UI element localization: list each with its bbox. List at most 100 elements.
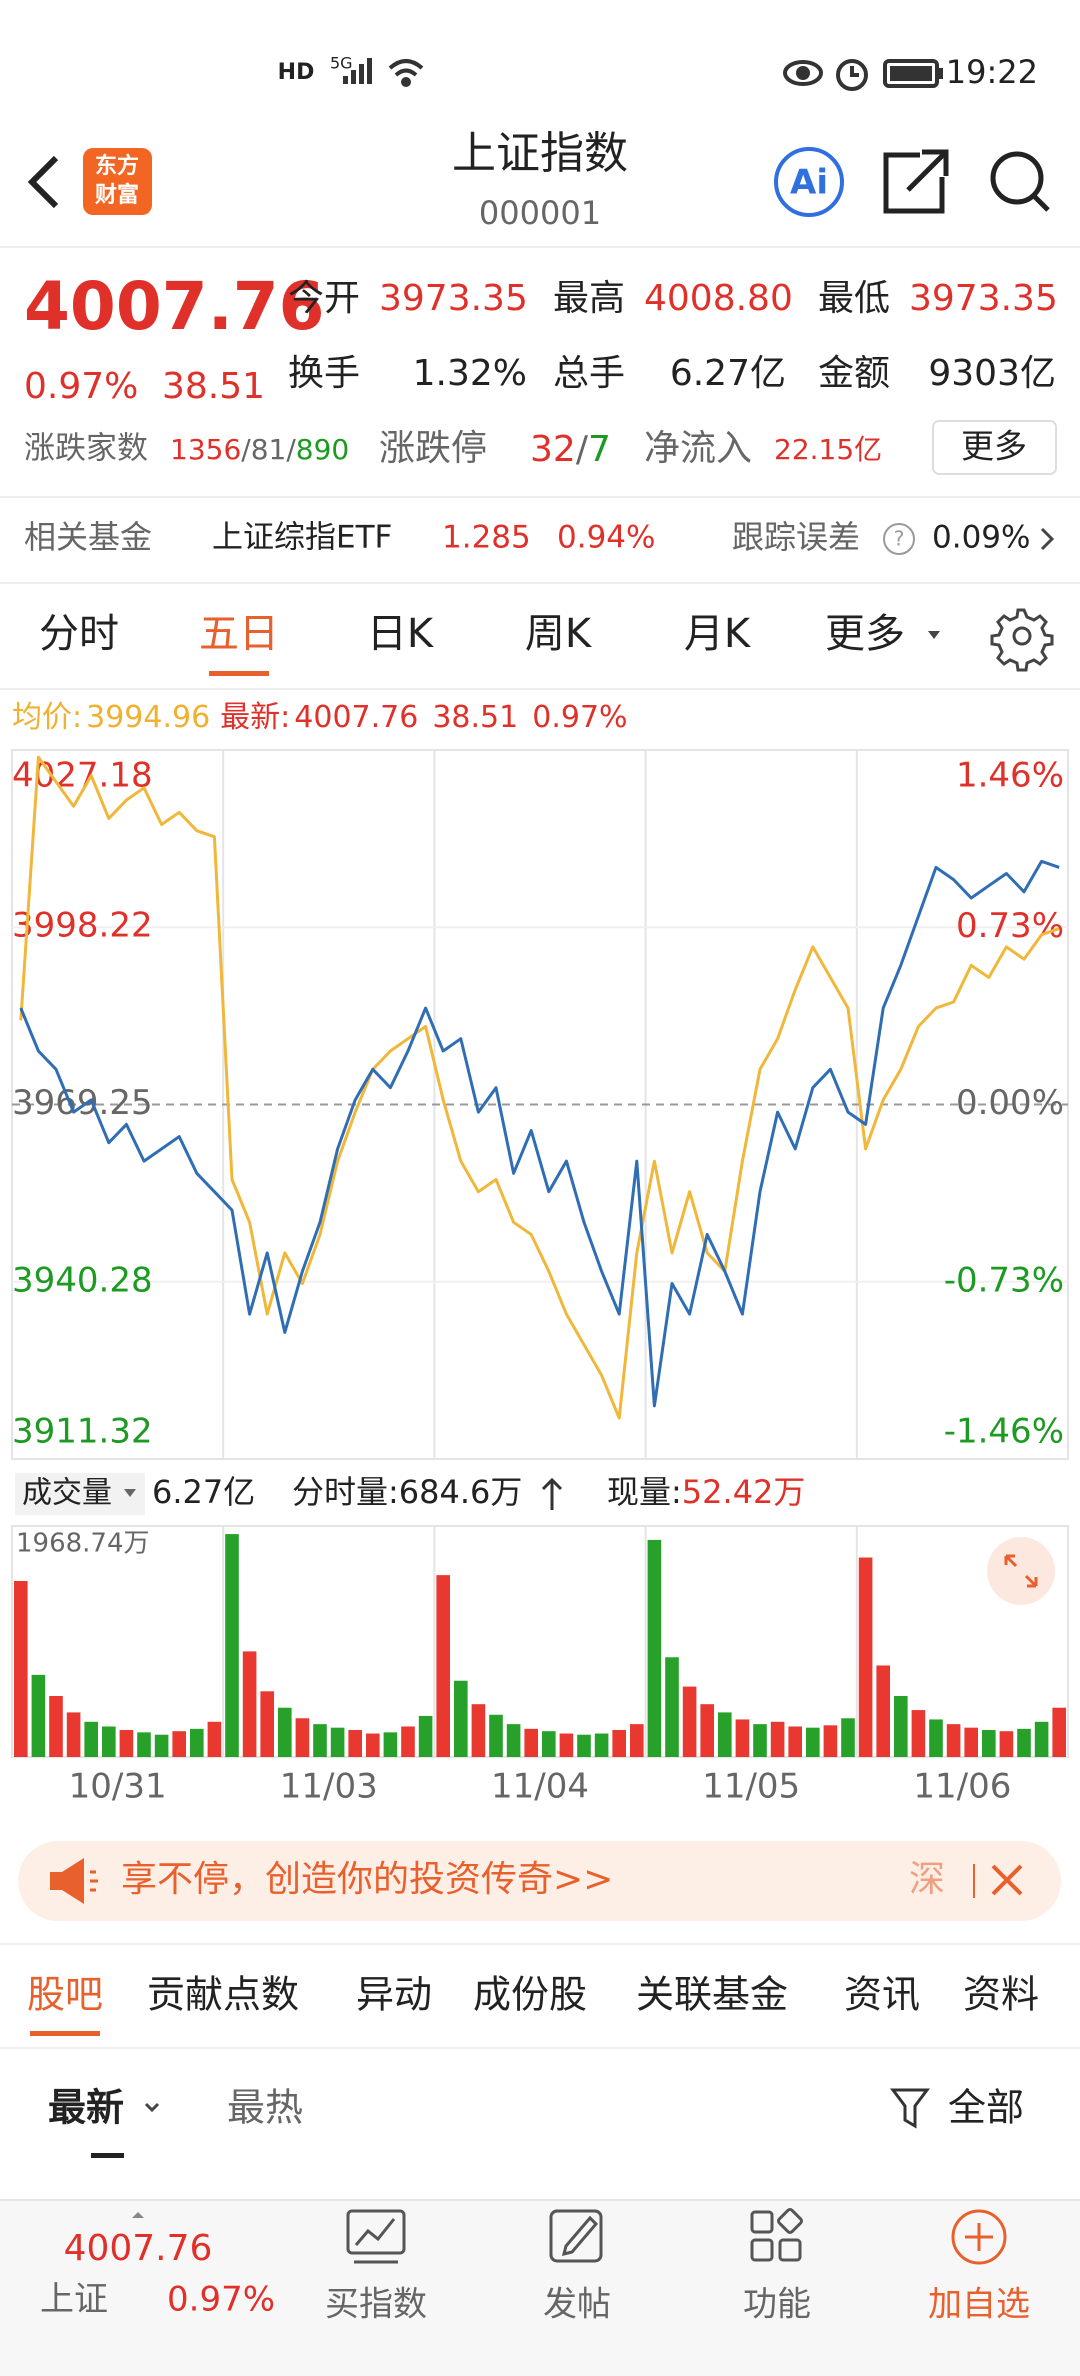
nav-index-name[interactable]: 上证 — [40, 2280, 108, 2320]
price-line — [19, 859, 1060, 1408]
share-button[interactable] — [883, 149, 949, 214]
volume-bar — [383, 1732, 398, 1757]
period-tab[interactable]: 分时 — [39, 611, 119, 657]
volume-bar — [66, 1712, 81, 1757]
filter-label[interactable]: 全部 — [948, 2086, 1024, 2130]
divider — [0, 688, 1080, 690]
dropdown-arrow — [928, 631, 940, 639]
volume-bar — [1034, 1721, 1049, 1757]
filter-icon[interactable] — [890, 2088, 930, 2129]
nav-item[interactable]: 功能 — [743, 2285, 811, 2325]
stat-label: 最高 — [553, 278, 625, 319]
section-tab[interactable]: 贡献点数 — [147, 1973, 299, 2017]
volume-bar — [154, 1734, 169, 1757]
section-tab[interactable]: 资讯 — [844, 1973, 920, 2017]
help-mark: ? — [894, 527, 905, 551]
volume-frame — [11, 1525, 1069, 1758]
section-tabs: 股吧 贡献点数 异动 成份股 关联基金 资讯 资料 — [27, 1973, 1039, 2036]
volume-bar — [49, 1695, 63, 1757]
nav-item[interactable]: 发帖 — [543, 2285, 611, 2325]
volume-bar — [718, 1712, 732, 1757]
stat-value: 3973.35 — [909, 278, 1058, 319]
stat-label: 金额 — [818, 353, 890, 394]
volume-bar — [190, 1728, 204, 1757]
y-tick-label: 3940.28 — [12, 1260, 153, 1300]
section-tab[interactable]: 异动 — [356, 1973, 432, 2017]
period-tab[interactable]: 周K — [525, 611, 593, 657]
expand-button[interactable] — [987, 1537, 1055, 1605]
nav-pct[interactable]: 0.97% — [167, 2280, 275, 2320]
quote-stats: 今开 3973.35 最高 4008.80 最低 3973.35 换手 1.32… — [288, 278, 1058, 394]
nav-item[interactable]: 买指数 — [325, 2285, 427, 2325]
section-tab[interactable]: 股吧 — [27, 1973, 103, 2017]
banner-tail: 深 — [909, 1859, 945, 1900]
volume-bar — [348, 1730, 362, 1757]
volume-bar — [506, 1724, 521, 1757]
clock: 19:22 — [946, 53, 1038, 91]
megaphone-waves — [90, 1870, 98, 1892]
volume-chart: 1968.74万 — [14, 1526, 1066, 1757]
volume-bar — [770, 1721, 785, 1757]
volume-bar — [823, 1725, 838, 1757]
logo-text: 财富 — [95, 182, 139, 208]
volume-bar — [14, 1580, 28, 1757]
volume-bar — [207, 1721, 222, 1757]
change-pct: 0.97% — [24, 366, 138, 407]
signal-icon — [343, 58, 372, 84]
track-value: 0.09% — [932, 520, 1030, 556]
last-price: 4007.76 — [24, 268, 325, 345]
y-tick-label: 3911.32 — [12, 1412, 153, 1452]
x-tick-label: 11/03 — [280, 1767, 378, 1807]
period-tab[interactable]: 日K — [367, 611, 435, 657]
fund-row[interactable]: 相关基金 上证综指ETF 1.285 0.94% 跟踪误差 ? 0.09% — [24, 518, 1055, 556]
stat-label: 今开 — [288, 278, 360, 319]
period-tab[interactable]: 更多 — [825, 611, 905, 657]
volume-bar — [911, 1710, 926, 1757]
volume-bar — [806, 1727, 820, 1757]
breadth: 1356/81/890 — [170, 433, 349, 466]
settings-button[interactable] — [990, 608, 1054, 672]
volume-bar — [682, 1686, 697, 1757]
sort-tab[interactable]: 最新 — [48, 2086, 124, 2130]
logo[interactable] — [83, 148, 152, 215]
volume-bar — [964, 1727, 978, 1757]
limit-up: 32 — [530, 429, 576, 470]
tab-underline — [209, 671, 269, 676]
nav-item[interactable]: 加自选 — [928, 2285, 1030, 2325]
period-tab[interactable]: 五日 — [199, 611, 279, 657]
chart-legend: 均价: 3994.96 最新: 4007.76 38.51 0.97% — [12, 700, 628, 735]
volume-selector[interactable] — [15, 1473, 145, 1515]
megaphone-icon — [50, 1858, 84, 1904]
help-icon[interactable] — [883, 523, 915, 555]
nav-price[interactable]: 4007.76 — [64, 2228, 213, 2269]
fund-label: 相关基金 — [24, 518, 152, 556]
avg-label: 均价: — [12, 700, 82, 735]
search-button[interactable] — [990, 151, 1050, 212]
period-tab[interactable]: 月K — [684, 611, 752, 657]
volume-bar — [753, 1724, 767, 1757]
volume-bar — [876, 1665, 890, 1757]
network: 5G — [330, 54, 353, 73]
last-value: 4007.76 — [294, 700, 418, 735]
expand-icon — [1004, 1554, 1038, 1588]
flow-value: 22.15亿 — [774, 433, 882, 466]
section-tab[interactable]: 关联基金 — [636, 1973, 788, 2017]
avg-value: 3994.96 — [86, 700, 210, 735]
volume-bar — [1052, 1707, 1066, 1757]
more-button[interactable] — [932, 420, 1057, 475]
close-button[interactable] — [991, 1864, 1023, 1896]
now-volume: 现量:52.42万 — [607, 1473, 805, 1511]
section-tab[interactable]: 成份股 — [473, 1973, 587, 2017]
sort-underline — [91, 2153, 124, 2158]
banner-text: 享不停，创造你的投资传奇>> — [121, 1859, 613, 1900]
section-tab[interactable]: 资料 — [963, 1973, 1039, 2017]
volume-bar — [559, 1733, 574, 1757]
volume-bar — [295, 1718, 310, 1757]
back-button[interactable] — [27, 155, 59, 209]
sep: / — [576, 429, 589, 470]
stat-value: 9303亿 — [928, 353, 1056, 394]
banner[interactable] — [18, 1841, 1061, 1921]
sort-tab[interactable]: 最热 — [227, 2086, 303, 2130]
ai-button[interactable] — [774, 147, 844, 217]
